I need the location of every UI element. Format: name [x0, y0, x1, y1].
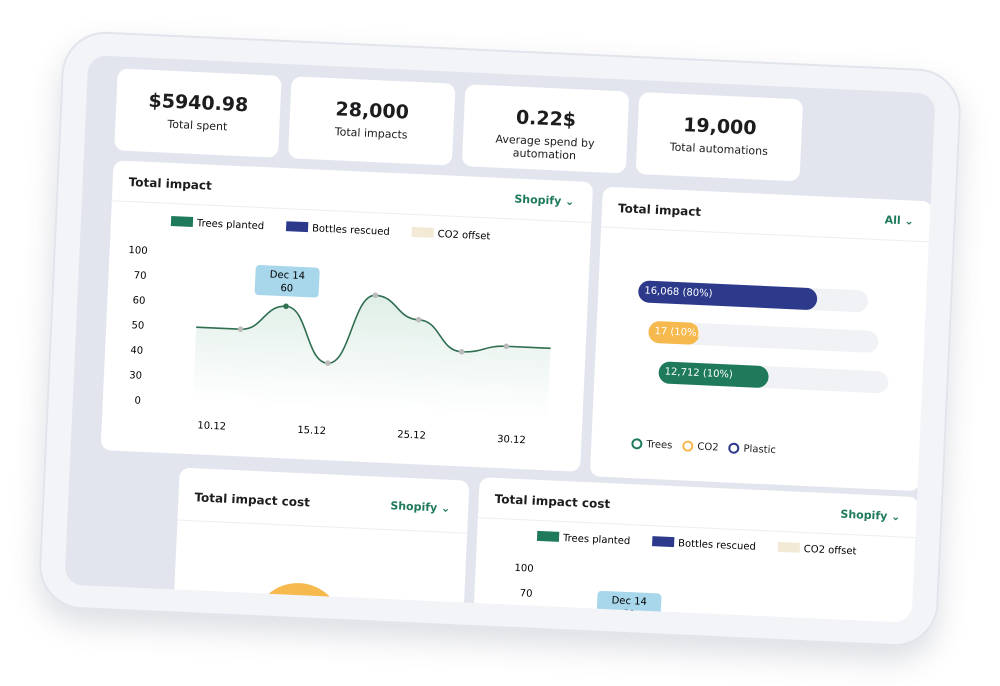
legend-dot	[728, 442, 740, 454]
legend-label: Trees planted	[562, 533, 631, 547]
stat-card: 0.22$ Average spend by automation	[461, 84, 630, 174]
legend: Trees CO2 Plastic	[631, 438, 776, 456]
legend-dot	[682, 440, 694, 452]
area	[192, 295, 551, 419]
y-tick-label: 70	[134, 270, 147, 282]
legend-swatch	[536, 530, 560, 542]
stat-label: Total automations	[669, 140, 769, 158]
bar-track: 12,712 (10%)	[658, 361, 889, 394]
legend-swatch	[777, 541, 801, 553]
bar-track: 17 (10%)	[647, 320, 879, 354]
legend-item: CO2	[682, 440, 719, 454]
y-tick-label: 40	[130, 345, 143, 357]
card-title: Total impact cost	[494, 491, 611, 512]
line-chart: Trees planted Bottles rescued CO2 offset 10…	[514, 530, 857, 623]
screen: $5940.98 Total spent 28,000 Total impacts …	[64, 55, 936, 623]
filter-label[interactable]: Shopify	[390, 499, 438, 515]
filter-label[interactable]: Shopify	[840, 507, 888, 523]
legend-label: CO2	[697, 441, 719, 454]
cost-card: Total impact cost Shopify ⌄	[170, 467, 470, 623]
stat-value: $5940.98	[148, 89, 249, 117]
legend-label: CO2 offset	[437, 229, 490, 242]
impact-split-card: Total impact All ⌄ 16,068 (80%) 17 (10%) 1…	[589, 186, 933, 492]
point	[458, 348, 465, 355]
legend-label: Trees	[646, 439, 673, 452]
stat-value: 19,000	[682, 114, 757, 140]
y-tick-label: 50	[131, 320, 144, 332]
legend-label: Trees planted	[196, 218, 265, 232]
card-title: Total impact cost	[194, 490, 311, 510]
stat-card: $5940.98 Total spent	[114, 68, 282, 158]
tooltip-value: 60	[280, 283, 293, 295]
line-chart: Trees planted Bottles rescued CO2 offset 10…	[128, 215, 551, 446]
point	[325, 360, 331, 367]
divider	[601, 226, 931, 243]
tooltip-value: 60	[622, 609, 635, 621]
stat-value: 0.22$	[515, 106, 577, 132]
tablet: $5940.98 Total spent 28,000 Total impacts …	[37, 29, 963, 649]
filter-dropdown[interactable]: Shopify ⌄	[840, 507, 901, 524]
stat-card: 19,000 Total automations	[635, 92, 804, 182]
stat-label: Total impacts	[334, 125, 408, 142]
card-title: Total impact	[617, 201, 702, 219]
cost-chart-card: Total impact cost Shopify ⌄ Trees plante…	[470, 477, 920, 623]
tooltip-title: Dec 14	[270, 269, 306, 282]
point	[415, 316, 422, 323]
tooltip-title: Dec 14	[611, 595, 647, 608]
bar: 17 (10%)	[647, 320, 701, 346]
filter-label[interactable]: Shopify	[514, 192, 562, 208]
bar: 12,712 (10%)	[658, 361, 770, 389]
legend-swatch	[285, 221, 309, 233]
donut-segment	[250, 581, 345, 623]
legend-swatch	[170, 215, 194, 227]
tooltip-box	[254, 265, 320, 298]
point	[503, 343, 510, 350]
stat-value: 28,000	[335, 98, 410, 124]
y-tick-label: 30	[129, 370, 142, 382]
legend-label: CO2 offset	[803, 544, 856, 557]
filter-dropdown[interactable]: Shopify ⌄	[390, 499, 451, 515]
x-tick-label: 30.12	[497, 434, 526, 446]
card-title: Total impact	[128, 175, 213, 193]
filter-dropdown[interactable]: All ⌄	[884, 213, 915, 228]
point	[283, 303, 289, 310]
stat-card: 28,000 Total impacts	[287, 76, 456, 166]
stat-label: Average spend by automation	[495, 132, 595, 163]
legend-label: Bottles rescued	[678, 538, 756, 553]
legend-item: Trees	[631, 438, 673, 451]
y-tick-label: 0	[134, 395, 141, 406]
x-tick-label: 15.12	[297, 425, 326, 437]
line	[196, 294, 551, 365]
filter-dropdown[interactable]: Shopify ⌄	[514, 192, 575, 209]
stat-label: Total spent	[167, 117, 228, 134]
legend-item: Plastic	[728, 442, 776, 456]
bar-track: 16,068 (80%)	[637, 280, 869, 313]
filter-label[interactable]: All	[884, 213, 902, 228]
bar-list: 16,068 (80%) 17 (10%) 12,712 (10%)	[603, 187, 933, 394]
legend-swatch	[411, 226, 434, 238]
y-tick-label: 100	[514, 563, 534, 575]
point	[372, 292, 379, 299]
legend-dot	[631, 438, 643, 450]
x-tick-label: 25.12	[397, 429, 426, 441]
impact-chart-card: Total impact Shopify ⌄ Trees planted Bott…	[100, 160, 594, 472]
legend-label: Bottles rescued	[312, 223, 390, 238]
divider	[177, 519, 468, 534]
y-tick-label: 70	[519, 588, 532, 600]
point	[237, 326, 244, 333]
y-tick-label: 60	[132, 295, 145, 307]
bar: 16,068 (80%)	[637, 280, 819, 311]
x-tick-label: 10.12	[197, 420, 226, 432]
legend-swatch	[652, 536, 675, 548]
legend-label: Plastic	[743, 443, 777, 457]
y-tick-label: 100	[128, 245, 148, 257]
